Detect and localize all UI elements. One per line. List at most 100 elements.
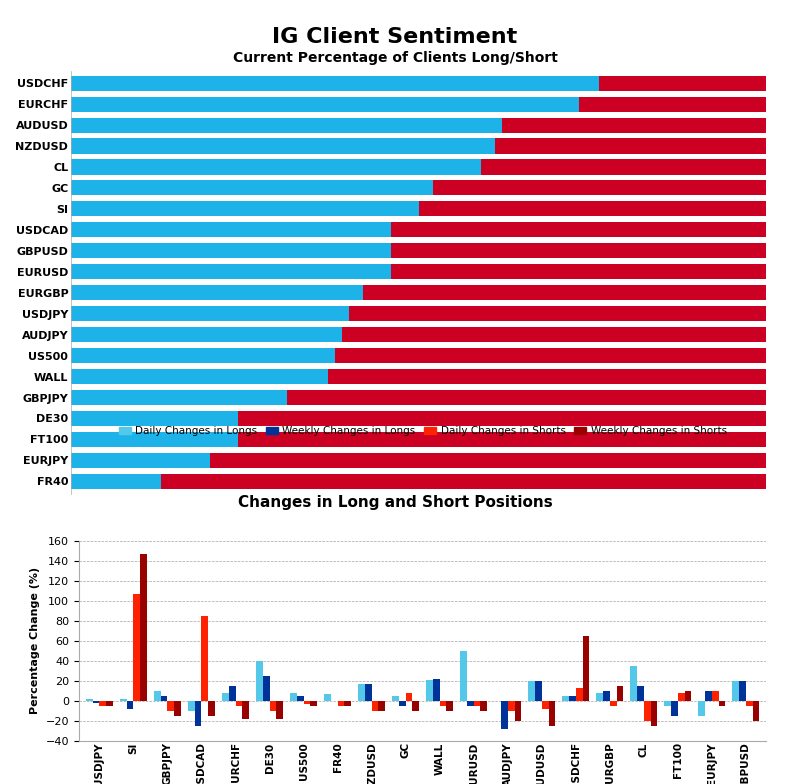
Bar [71, 306, 349, 321]
Bar [637, 686, 644, 701]
Bar [712, 691, 719, 701]
Bar [71, 75, 600, 91]
Bar [651, 701, 657, 726]
Bar [433, 679, 440, 701]
Text: Current Percentage of Clients Long/Short: Current Percentage of Clients Long/Short [232, 51, 558, 65]
Bar [344, 701, 352, 706]
Bar [256, 661, 263, 701]
Bar [167, 701, 175, 711]
Bar [263, 676, 269, 701]
Bar [349, 306, 766, 321]
Legend: Daily Changes in Longs, Weekly Changes in Longs, Daily Changes in Shorts, Weekly: Daily Changes in Longs, Weekly Changes i… [115, 423, 731, 441]
Bar [582, 636, 589, 701]
Bar [329, 369, 766, 384]
Bar [610, 701, 616, 706]
Bar [569, 696, 576, 701]
Bar [229, 686, 235, 701]
Bar [100, 701, 106, 706]
Bar [705, 691, 712, 701]
Bar [210, 453, 766, 468]
Bar [71, 390, 287, 405]
Bar [391, 223, 766, 238]
Bar [630, 666, 637, 701]
Bar [238, 432, 766, 447]
Bar [235, 701, 243, 706]
Bar [746, 701, 753, 706]
Bar [71, 453, 210, 468]
Bar [365, 684, 371, 701]
Bar [297, 696, 303, 701]
Bar [739, 681, 746, 701]
Bar [412, 701, 419, 711]
Bar [71, 432, 238, 447]
Bar [474, 701, 480, 706]
Bar [501, 701, 508, 729]
Bar [719, 701, 725, 706]
Bar [535, 681, 542, 701]
Bar [310, 701, 317, 706]
Bar [440, 701, 446, 706]
Bar [120, 699, 126, 701]
Bar [141, 554, 147, 701]
Bar [753, 701, 759, 721]
Bar [698, 701, 705, 716]
Bar [358, 684, 365, 701]
Bar [616, 686, 623, 701]
Bar [71, 223, 391, 238]
Bar [71, 159, 481, 175]
Bar [460, 651, 467, 701]
Bar [71, 139, 495, 154]
Bar [276, 701, 283, 719]
Bar [290, 693, 297, 701]
Bar [529, 681, 535, 701]
Bar [71, 348, 335, 363]
Bar [644, 701, 651, 721]
Bar [433, 180, 766, 195]
Bar [548, 701, 555, 726]
Bar [238, 411, 766, 426]
Bar [371, 701, 378, 711]
Bar [405, 693, 412, 701]
Bar [514, 701, 521, 721]
Bar [446, 701, 453, 711]
Bar [175, 701, 181, 716]
Bar [71, 285, 363, 300]
Bar [71, 327, 342, 342]
Bar [201, 616, 209, 701]
Bar [134, 594, 141, 701]
Bar [160, 696, 167, 701]
Bar [342, 327, 766, 342]
Bar [71, 474, 161, 489]
Bar [502, 118, 766, 132]
Bar [71, 243, 391, 259]
Bar [106, 701, 113, 706]
Bar [335, 348, 766, 363]
Bar [269, 701, 276, 711]
Bar [209, 701, 215, 716]
Bar [542, 701, 548, 709]
Bar [378, 701, 386, 711]
Bar [399, 701, 405, 706]
Y-axis label: Percentage Change (%): Percentage Change (%) [30, 568, 40, 714]
Bar [71, 118, 502, 132]
Bar [391, 243, 766, 259]
Bar [467, 701, 474, 706]
Bar [671, 701, 678, 716]
Bar [419, 201, 766, 216]
Bar [495, 139, 766, 154]
Bar [324, 694, 331, 701]
Bar [92, 701, 100, 703]
Bar [685, 691, 691, 701]
Bar [303, 701, 310, 704]
Bar [392, 696, 399, 701]
Bar [732, 681, 739, 701]
Bar [287, 390, 766, 405]
Bar [481, 159, 766, 175]
Bar [243, 701, 249, 719]
Bar [426, 680, 433, 701]
Bar [194, 701, 201, 726]
Bar [363, 285, 766, 300]
Bar [86, 699, 92, 701]
Bar [222, 693, 229, 701]
Text: IG Client Sentiment: IG Client Sentiment [273, 27, 517, 48]
